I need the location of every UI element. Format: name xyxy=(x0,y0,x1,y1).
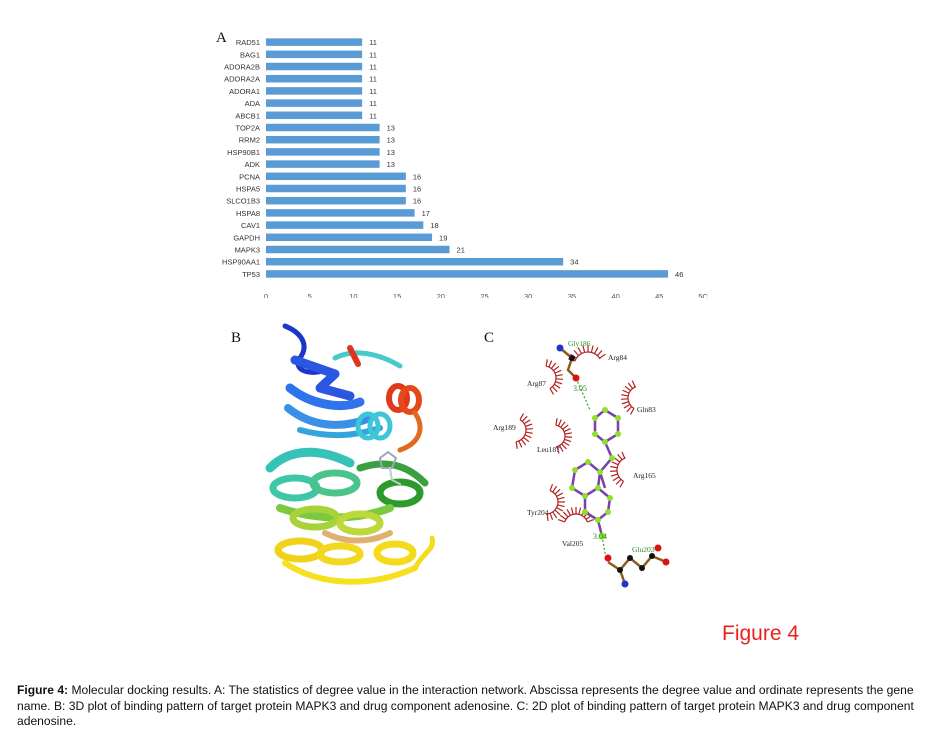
data-label: 18 xyxy=(430,221,438,230)
category-label: HSPA8 xyxy=(236,209,260,218)
data-label: 13 xyxy=(387,124,395,133)
x-tick-label: 30 xyxy=(524,292,532,298)
x-tick-label: 5C xyxy=(698,292,708,298)
figure-caption: Figure 4: Molecular docking results. A: … xyxy=(17,683,937,730)
category-label: RAD51 xyxy=(236,38,260,47)
hbond-distance: 3.05 xyxy=(573,384,587,393)
category-label: GAPDH xyxy=(233,233,260,242)
panel-a-letter: A xyxy=(216,30,227,46)
category-label: ADK xyxy=(245,160,260,169)
panel-c-letter: C xyxy=(484,330,495,346)
residue-label: Arg87 xyxy=(527,379,546,388)
category-label: CAV1 xyxy=(241,221,260,230)
bar xyxy=(266,209,415,217)
residue-label: Glu203 xyxy=(632,545,655,554)
x-tick-label: 10 xyxy=(349,292,357,298)
data-label: 16 xyxy=(413,185,421,194)
category-label: ADORA1 xyxy=(229,87,260,96)
data-label: 16 xyxy=(413,172,421,181)
residue-label: Arg165 xyxy=(633,471,656,480)
data-label: 11 xyxy=(369,75,377,84)
category-label: BAG1 xyxy=(240,50,260,59)
bar xyxy=(266,99,363,107)
bar xyxy=(266,245,450,254)
data-label: 34 xyxy=(570,258,578,267)
x-tick-label: 20 xyxy=(437,292,445,298)
category-label: HSP90AA1 xyxy=(222,258,260,267)
data-label: 46 xyxy=(675,270,683,279)
data-label: 11 xyxy=(369,38,377,47)
category-label: ABCB1 xyxy=(235,111,260,120)
bar xyxy=(266,87,363,95)
x-tick-label: 15 xyxy=(393,292,401,298)
degree-bar-chart: RAD51 11 BAG1 11 ADORA2B 11 ADORA2A 11 ADORA1 11 A… xyxy=(222,38,708,298)
data-label: 11 xyxy=(369,99,377,108)
bar xyxy=(266,135,380,144)
bar xyxy=(266,160,380,168)
caption-lead: Figure 4: xyxy=(17,683,69,697)
residue-label: Arg84 xyxy=(608,353,627,362)
bar xyxy=(266,74,363,83)
residue-label: Leu187 xyxy=(537,445,560,454)
bar xyxy=(266,38,363,46)
bar xyxy=(266,221,424,229)
x-tick-label: 45 xyxy=(655,292,663,298)
x-tick-label: 5 xyxy=(308,292,312,298)
ligand-interaction-2d-diagram: Gly186 Arg84 Arg87 Gln83 Arg189 Leu187 A… xyxy=(493,339,670,588)
data-label: 11 xyxy=(369,87,377,96)
bar xyxy=(266,196,406,205)
hbond-distance: 3.04 xyxy=(593,532,607,541)
bar xyxy=(266,184,406,193)
x-tick-label: 25 xyxy=(480,292,488,298)
category-label: HSPA5 xyxy=(236,185,260,194)
category-label: ADA xyxy=(245,99,260,108)
x-tick-label: 35 xyxy=(568,292,576,298)
residue-label: Tyr204 xyxy=(527,508,549,517)
bar xyxy=(266,111,363,120)
residue-label: Gln83 xyxy=(637,405,656,414)
category-label: TP53 xyxy=(242,270,260,279)
data-label: 19 xyxy=(439,233,447,242)
data-label: 11 xyxy=(369,50,377,59)
bar xyxy=(266,270,669,278)
data-label: 13 xyxy=(387,148,395,157)
figure-label: Figure 4 xyxy=(722,622,800,645)
data-label: 21 xyxy=(457,246,465,255)
category-label: MAPK3 xyxy=(235,246,260,255)
residue-label: Gly186 xyxy=(568,339,591,348)
residue-label: Arg189 xyxy=(493,423,516,432)
data-label: 13 xyxy=(387,160,395,169)
bar xyxy=(266,257,564,266)
category-label: TOP2A xyxy=(236,124,260,133)
category-label: RRM2 xyxy=(239,136,260,145)
category-label: PCNA xyxy=(239,172,260,181)
data-label: 13 xyxy=(387,136,395,145)
residue-label: Val205 xyxy=(562,539,583,548)
bar xyxy=(266,148,380,156)
bar xyxy=(266,233,433,242)
protein-3d-ribbon-image xyxy=(265,323,436,585)
category-label: ADORA2B xyxy=(224,63,260,72)
x-tick-label: 40 xyxy=(611,292,619,298)
category-label: HSP90B1 xyxy=(227,148,260,157)
data-label: 11 xyxy=(369,63,377,72)
caption-text: Molecular docking results. A: The statis… xyxy=(17,683,914,728)
data-label: 17 xyxy=(422,209,430,218)
category-label: ADORA2A xyxy=(224,75,260,84)
x-tick-label: 0 xyxy=(264,292,268,298)
bar xyxy=(266,62,363,71)
bar xyxy=(266,50,363,59)
panel-b-letter: B xyxy=(231,330,242,346)
bar xyxy=(266,172,406,181)
data-label: 11 xyxy=(369,111,377,120)
category-label: SLCO1B3 xyxy=(226,197,260,206)
bar xyxy=(266,123,380,132)
data-label: 16 xyxy=(413,197,421,206)
